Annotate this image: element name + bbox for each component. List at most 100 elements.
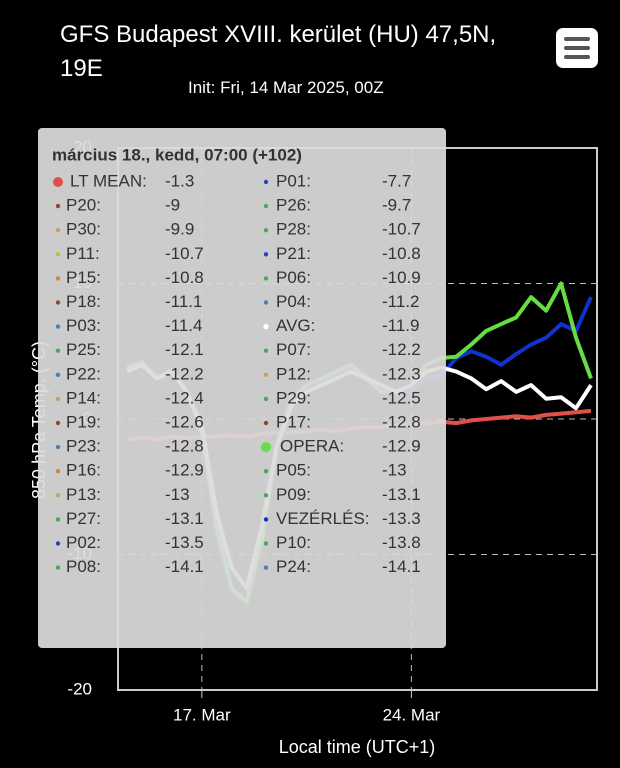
tooltip-bullet bbox=[263, 541, 269, 546]
tooltip-item-value: -12.4 bbox=[165, 388, 204, 407]
tooltip-item-name: P17: bbox=[276, 412, 311, 431]
tooltip-item-name: P19: bbox=[66, 412, 101, 431]
tooltip-item-value: -11.9 bbox=[382, 316, 420, 335]
tooltip-bullet bbox=[55, 372, 61, 377]
tooltip-item-value: -14.1 bbox=[165, 557, 204, 576]
tooltip-bullet bbox=[53, 177, 63, 187]
tooltip-bullet bbox=[55, 300, 61, 305]
tooltip-bullet bbox=[55, 469, 61, 474]
tooltip-item-value: -12.3 bbox=[382, 364, 421, 383]
tooltip-item-name: P30: bbox=[66, 220, 101, 239]
tooltip-item-name: OPERA: bbox=[280, 437, 344, 456]
tooltip-bullet bbox=[55, 565, 61, 570]
tooltip-item-name: P14: bbox=[66, 388, 101, 407]
menu-button[interactable] bbox=[556, 28, 598, 68]
tooltip-item-name: LT MEAN: bbox=[70, 171, 147, 190]
tooltip-item-value: -13.3 bbox=[382, 509, 421, 528]
x-axis-label: Local time (UTC+1) bbox=[279, 737, 436, 757]
tooltip-item-name: P15: bbox=[66, 268, 101, 287]
tooltip-item-value: -9.7 bbox=[382, 196, 411, 215]
tooltip-bullet bbox=[55, 541, 61, 546]
tooltip-bullet bbox=[55, 276, 61, 281]
tooltip-item-name: P12: bbox=[276, 364, 311, 383]
tooltip-item-name: P05: bbox=[276, 461, 311, 480]
tooltip-item-value: -12.2 bbox=[165, 364, 204, 383]
tooltip-bullet bbox=[55, 252, 61, 257]
tooltip-item-name: P25: bbox=[66, 340, 101, 359]
tooltip-item-name: P21: bbox=[276, 244, 311, 263]
tooltip-item-value: -12.2 bbox=[382, 340, 421, 359]
tooltip-bullet bbox=[263, 179, 269, 185]
tooltip-bullet bbox=[263, 469, 269, 474]
tooltip-item-value: -12.8 bbox=[165, 437, 204, 456]
tooltip-bullet bbox=[263, 252, 269, 257]
tooltip-item-name: P26: bbox=[276, 196, 311, 215]
tooltip-item-value: -13.1 bbox=[382, 485, 421, 504]
tooltip-item-name: P27: bbox=[66, 509, 101, 528]
tooltip-item-value: -7.7 bbox=[382, 171, 411, 190]
tooltip-item-name: P06: bbox=[276, 268, 311, 287]
menu-icon-bar bbox=[564, 46, 590, 50]
tooltip-item-name: P07: bbox=[276, 340, 311, 359]
tooltip-item-name: P23: bbox=[66, 437, 101, 456]
tooltip-item-name: P29: bbox=[276, 388, 311, 407]
tooltip-bullet bbox=[55, 203, 61, 209]
tooltip-item-value: -14.1 bbox=[382, 557, 421, 576]
tooltip-bullet bbox=[263, 323, 269, 330]
chart-title: GFS Budapest XVIII. kerület (HU) 47,5N, … bbox=[60, 21, 497, 82]
tooltip-bullet bbox=[55, 348, 61, 353]
tooltip-item-name: P04: bbox=[276, 292, 311, 311]
tooltip-item-name: P01: bbox=[276, 171, 311, 190]
tooltip-item-value: -9.9 bbox=[165, 220, 194, 239]
tooltip-item-value: -10.7 bbox=[165, 244, 204, 263]
menu-icon-bar bbox=[564, 55, 590, 59]
tooltip-item-name: AVG: bbox=[276, 316, 315, 335]
tooltip-item-value: -12.9 bbox=[165, 461, 204, 480]
tooltip-bullet bbox=[263, 276, 269, 281]
tooltip-item-value: -13.1 bbox=[165, 509, 204, 528]
tooltip-item-name: VEZÉRLÉS: bbox=[276, 509, 370, 528]
tooltip-item-value: -10.9 bbox=[382, 268, 421, 287]
tooltip-bullet bbox=[263, 228, 269, 233]
tooltip-item-value: -12.5 bbox=[382, 388, 421, 407]
tooltip-item-name: P24: bbox=[276, 557, 311, 576]
tooltip-box bbox=[38, 128, 446, 648]
tooltip-item-value: -12.8 bbox=[382, 412, 421, 431]
tooltip-item-value: -10.8 bbox=[382, 244, 421, 263]
tooltip-bullet bbox=[263, 493, 269, 498]
tooltip-bullet bbox=[263, 565, 269, 570]
tooltip-item-value: -11.2 bbox=[382, 292, 420, 311]
x-tick-label: 24. Mar bbox=[383, 705, 441, 724]
tooltip: március 18., kedd, 07:00 (+102) LT MEAN:… bbox=[38, 128, 446, 648]
tooltip-item-value: -11.1 bbox=[165, 292, 203, 311]
tooltip-item-name: P02: bbox=[66, 533, 101, 552]
tooltip-item-name: P08: bbox=[66, 557, 101, 576]
tooltip-bullet bbox=[263, 203, 269, 209]
chart-subtitle: Init: Fri, 14 Mar 2025, 00Z bbox=[188, 78, 384, 97]
menu-icon-bar bbox=[564, 37, 590, 41]
tooltip-bullet bbox=[55, 493, 61, 498]
tooltip-bullet bbox=[263, 517, 269, 522]
tooltip-item-name: P18: bbox=[66, 292, 101, 311]
tooltip-item-value: -10.7 bbox=[382, 220, 421, 239]
tooltip-item-value: -13.5 bbox=[165, 533, 204, 552]
tooltip-item-name: P09: bbox=[276, 485, 311, 504]
tooltip-item-name: P03: bbox=[66, 316, 101, 335]
y-tick-label: -20 bbox=[67, 679, 92, 698]
tooltip-item-value: -13 bbox=[382, 461, 407, 480]
tooltip-item-name: P13: bbox=[66, 485, 101, 504]
tooltip-item-value: -13.8 bbox=[382, 533, 421, 552]
tooltip-item-value: -13 bbox=[165, 485, 190, 504]
tooltip-bullet bbox=[263, 300, 269, 305]
tooltip-bullet bbox=[55, 517, 61, 522]
tooltip-item-value: -1.3 bbox=[165, 171, 194, 190]
tooltip-item-value: -9 bbox=[165, 196, 180, 215]
tooltip-item-name: P28: bbox=[276, 220, 311, 239]
tooltip-bullet bbox=[263, 420, 269, 426]
tooltip-item-name: P16: bbox=[66, 461, 101, 480]
tooltip-item-name: P11: bbox=[66, 244, 100, 263]
tooltip-item-name: P20: bbox=[66, 196, 101, 215]
tooltip-item-value: -11.4 bbox=[165, 316, 203, 335]
